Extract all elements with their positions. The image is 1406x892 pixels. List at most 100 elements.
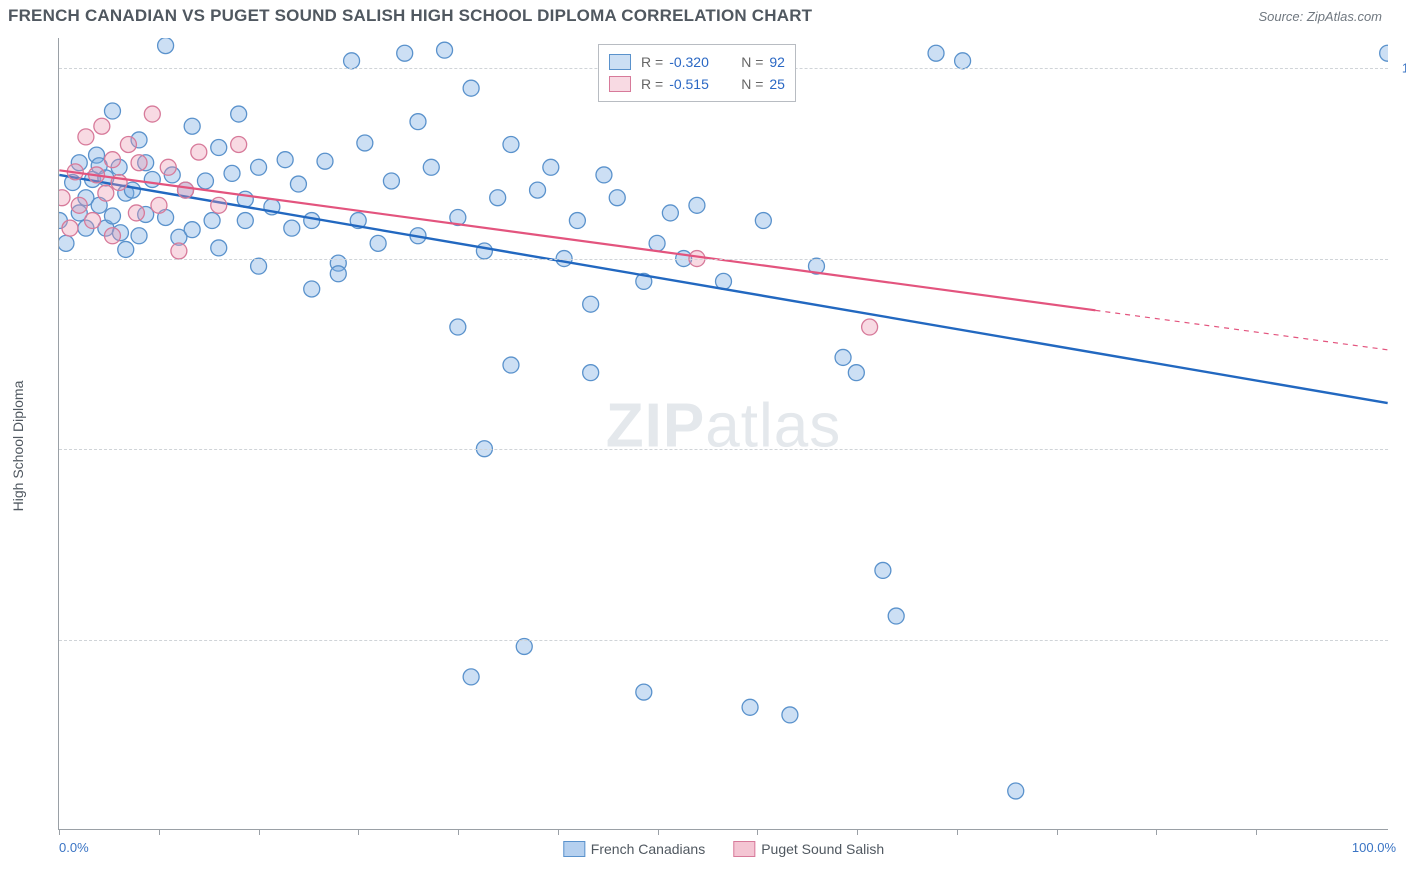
data-point (503, 357, 519, 373)
data-point (583, 365, 599, 381)
data-point (636, 273, 652, 289)
gridline (59, 640, 1388, 641)
data-point (71, 197, 87, 213)
data-point (204, 213, 220, 229)
data-point (184, 118, 200, 134)
data-point (662, 205, 678, 221)
svg-layer (59, 38, 1388, 829)
data-point (357, 135, 373, 151)
data-point (231, 136, 247, 152)
data-point (98, 185, 114, 201)
data-point (171, 229, 187, 245)
data-point (65, 175, 81, 191)
x-tick (159, 829, 160, 835)
data-point (277, 152, 293, 168)
data-point (264, 199, 280, 215)
x-tick (1057, 829, 1058, 835)
data-point (78, 129, 94, 145)
data-point (1008, 783, 1024, 799)
data-point (251, 258, 267, 274)
data-point (397, 45, 413, 61)
data-point (124, 182, 140, 198)
data-point (569, 213, 585, 229)
series-legend: French CanadiansPuget Sound Salish (563, 841, 884, 857)
chart-header: FRENCH CANADIAN VS PUGET SOUND SALISH HI… (0, 0, 1406, 30)
data-point (111, 175, 127, 191)
data-point (104, 228, 120, 244)
data-point (118, 241, 134, 257)
data-point (955, 53, 971, 69)
y-tick-label: 87.5% (1396, 251, 1406, 266)
data-point (91, 197, 107, 213)
data-point (171, 243, 187, 259)
data-point (85, 171, 101, 187)
data-point (98, 170, 114, 186)
data-point (636, 684, 652, 700)
data-point (476, 243, 492, 259)
x-axis-min-label: 0.0% (59, 840, 89, 855)
data-point (543, 159, 559, 175)
data-point (191, 144, 207, 160)
x-tick (458, 829, 459, 835)
data-point (782, 707, 798, 723)
data-point (71, 205, 87, 221)
data-point (104, 152, 120, 168)
data-point (120, 136, 136, 152)
data-point (888, 608, 904, 624)
data-point (370, 235, 386, 251)
data-point (158, 38, 174, 54)
data-point (516, 638, 532, 654)
data-point (104, 103, 120, 119)
data-point (875, 562, 891, 578)
data-point (112, 225, 128, 241)
y-tick-label: 100.0% (1396, 61, 1406, 76)
data-point (211, 197, 227, 213)
data-point (423, 159, 439, 175)
n-value: 92 (769, 51, 785, 73)
y-tick-label: 75.0% (1396, 442, 1406, 457)
data-point (138, 155, 154, 171)
data-point (330, 266, 346, 282)
data-point (1380, 45, 1388, 61)
data-point (91, 158, 107, 174)
data-point (67, 164, 83, 180)
data-point (158, 210, 174, 226)
data-point (237, 191, 253, 207)
y-axis-label: High School Diploma (10, 381, 26, 512)
data-point (131, 132, 147, 148)
data-point (848, 365, 864, 381)
data-point (490, 190, 506, 206)
legend-row: R =-0.515N =25 (609, 73, 785, 95)
legend-item: Puget Sound Salish (733, 841, 884, 857)
data-point (251, 159, 267, 175)
data-point (151, 197, 167, 213)
data-point (410, 114, 426, 130)
data-point (237, 213, 253, 229)
data-point (862, 319, 878, 335)
legend-label: Puget Sound Salish (761, 841, 884, 857)
x-tick (259, 829, 260, 835)
data-point (290, 176, 306, 192)
chart-source: Source: ZipAtlas.com (1258, 9, 1382, 24)
x-axis-max-label: 100.0% (1352, 840, 1396, 855)
data-point (689, 197, 705, 213)
r-value: -0.515 (669, 73, 725, 95)
x-tick (1156, 829, 1157, 835)
chart-area: ZIPatlas 62.5%75.0%87.5%100.0% R =-0.320… (58, 38, 1388, 830)
data-point (59, 190, 70, 206)
r-value: -0.320 (669, 51, 725, 73)
data-point (131, 228, 147, 244)
n-label: N = (741, 51, 763, 73)
x-tick (59, 829, 60, 835)
data-point (742, 699, 758, 715)
data-point (755, 213, 771, 229)
data-point (128, 205, 144, 221)
data-point (211, 140, 227, 156)
data-point (78, 190, 94, 206)
data-point (344, 53, 360, 69)
x-tick (558, 829, 559, 835)
data-point (178, 182, 194, 198)
legend-swatch (563, 841, 585, 857)
x-tick (1256, 829, 1257, 835)
data-point (317, 153, 333, 169)
